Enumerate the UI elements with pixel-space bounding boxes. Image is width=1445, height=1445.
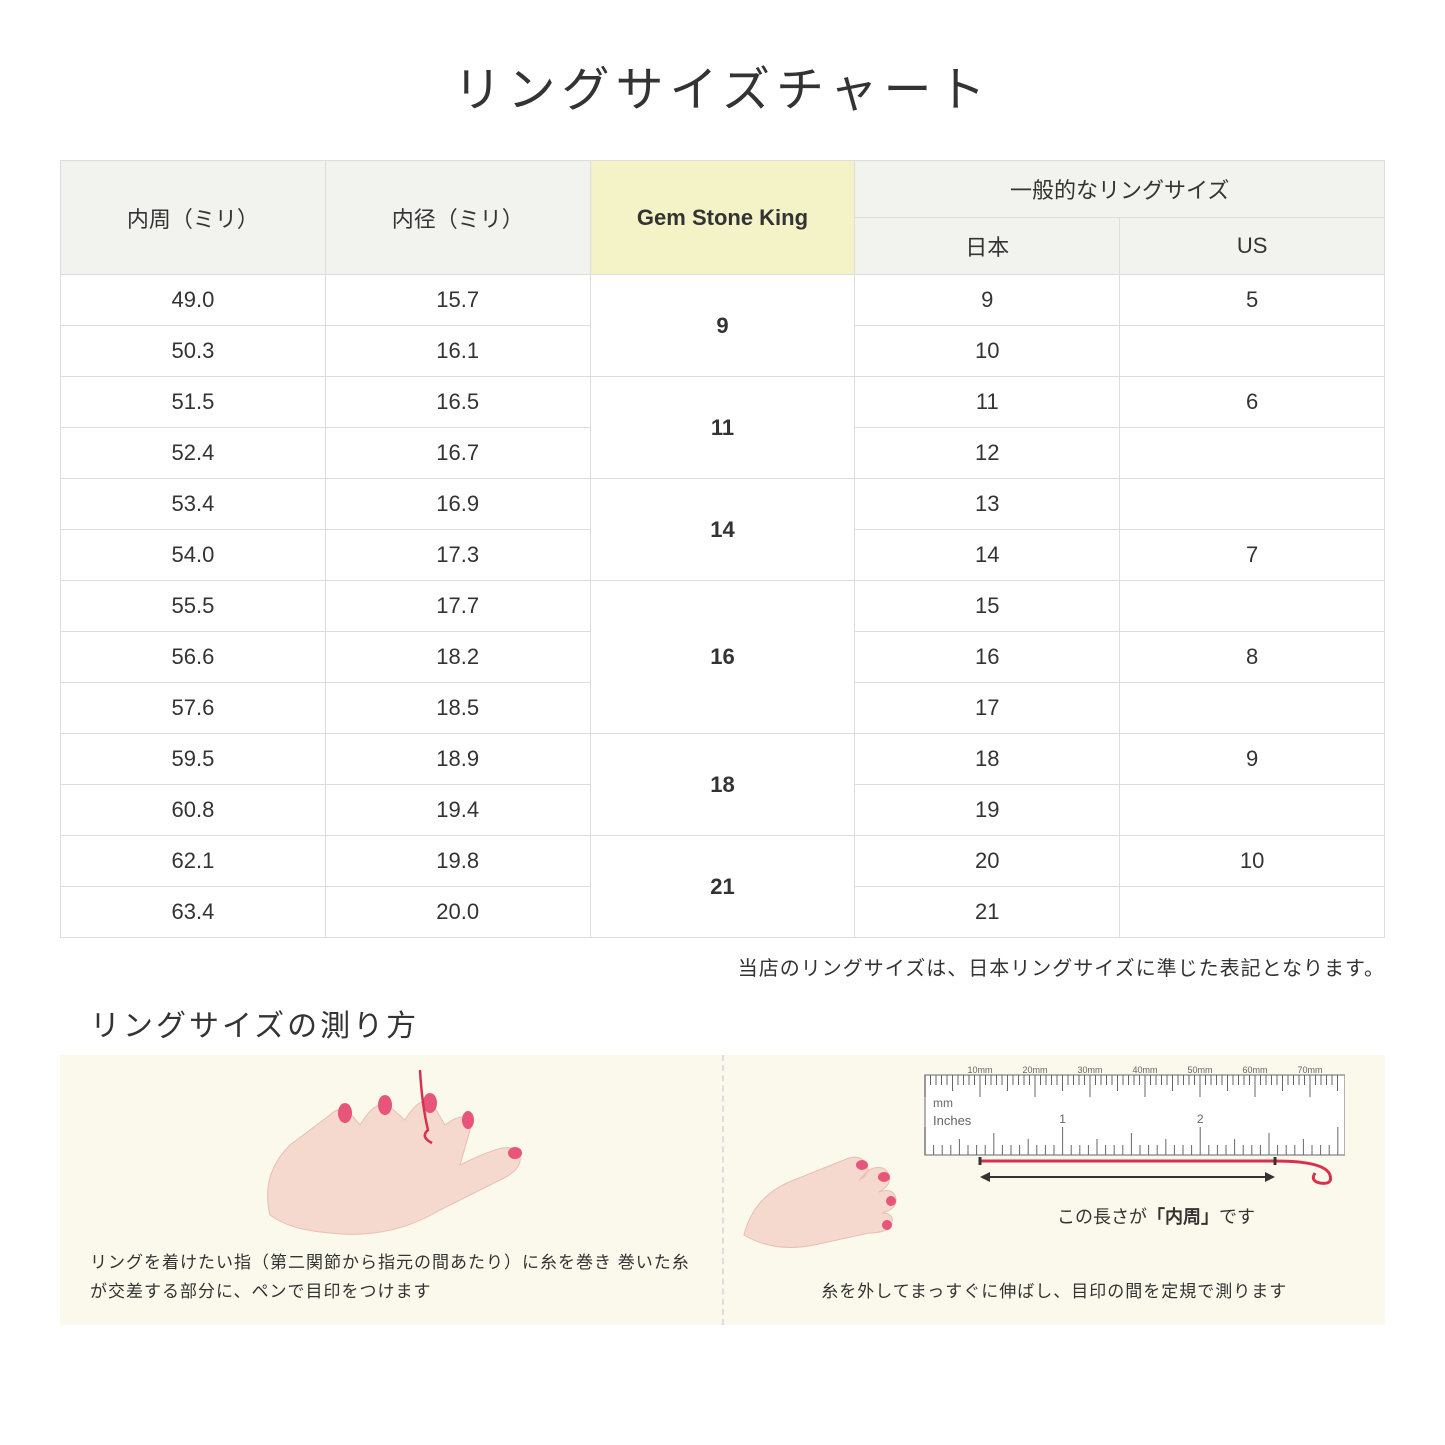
table-row: 51.516.511116 xyxy=(61,377,1385,428)
cell-us: 6 xyxy=(1120,377,1385,428)
cell-circumference: 63.4 xyxy=(61,887,326,938)
cell-circumference: 55.5 xyxy=(61,581,326,632)
table-row: 49.015.7995 xyxy=(61,275,1385,326)
howto-step1-text: リングを着けたい指（第二関節から指元の間あたり）に糸を巻き 巻いた糸が交差する部… xyxy=(90,1249,692,1307)
cell-japan: 21 xyxy=(855,887,1120,938)
cell-gsk: 9 xyxy=(590,275,855,377)
cell-japan: 14 xyxy=(855,530,1120,581)
howto-step2-text: 糸を外してまっすぐに伸ばし、目印の間を定規で測ります xyxy=(754,1278,1356,1307)
table-body: 49.015.799550.316.11051.516.51111652.416… xyxy=(61,275,1385,938)
cell-gsk: 14 xyxy=(590,479,855,581)
cell-japan: 13 xyxy=(855,479,1120,530)
table-row: 55.517.71615 xyxy=(61,581,1385,632)
cell-circumference: 54.0 xyxy=(61,530,326,581)
svg-text:1: 1 xyxy=(1059,1112,1066,1126)
cell-us xyxy=(1120,887,1385,938)
cell-circumference: 60.8 xyxy=(61,785,326,836)
cell-japan: 11 xyxy=(855,377,1120,428)
cell-diameter: 20.0 xyxy=(325,887,590,938)
cell-diameter: 16.1 xyxy=(325,326,590,377)
cell-us xyxy=(1120,581,1385,632)
cell-diameter: 16.9 xyxy=(325,479,590,530)
hand-measure-illustration xyxy=(734,1125,914,1265)
cell-japan: 17 xyxy=(855,683,1120,734)
cell-circumference: 50.3 xyxy=(61,326,326,377)
cell-us: 5 xyxy=(1120,275,1385,326)
note-text: 当店のリングサイズは、日本リングサイズに準じた表記となります。 xyxy=(60,952,1385,981)
ruler-inches-label: Inches xyxy=(933,1113,972,1128)
cell-us xyxy=(1120,683,1385,734)
cell-us: 9 xyxy=(1120,734,1385,785)
cell-circumference: 59.5 xyxy=(61,734,326,785)
th-gsk: Gem Stone King xyxy=(590,161,855,275)
ruler-illustration: 10mm 20mm 30mm 40mm 50mm 60mm 70mm mm Inches 1… xyxy=(875,1065,1345,1185)
svg-text:2: 2 xyxy=(1197,1112,1204,1126)
cell-us: 8 xyxy=(1120,632,1385,683)
hand-wrap-illustration xyxy=(210,1055,570,1255)
cell-japan: 10 xyxy=(855,326,1120,377)
cell-japan: 9 xyxy=(855,275,1120,326)
svg-text:10mm: 10mm xyxy=(967,1065,992,1075)
svg-text:40mm: 40mm xyxy=(1132,1065,1157,1075)
table-row: 59.518.918189 xyxy=(61,734,1385,785)
table-row: 62.119.8212010 xyxy=(61,836,1385,887)
cell-diameter: 18.9 xyxy=(325,734,590,785)
cell-gsk: 16 xyxy=(590,581,855,734)
cell-us: 7 xyxy=(1120,530,1385,581)
cell-japan: 19 xyxy=(855,785,1120,836)
ruler-mm-label: mm xyxy=(933,1096,953,1110)
cell-diameter: 16.7 xyxy=(325,428,590,479)
howto-row: リングを着けたい指（第二関節から指元の間あたり）に糸を巻き 巻いた糸が交差する部… xyxy=(60,1055,1385,1325)
cell-diameter: 19.8 xyxy=(325,836,590,887)
cell-us xyxy=(1120,479,1385,530)
cell-us xyxy=(1120,428,1385,479)
cell-circumference: 57.6 xyxy=(61,683,326,734)
cell-circumference: 53.4 xyxy=(61,479,326,530)
cell-diameter: 18.2 xyxy=(325,632,590,683)
howto-step-2: 10mm 20mm 30mm 40mm 50mm 60mm 70mm mm Inches 1… xyxy=(724,1055,1386,1325)
cell-us xyxy=(1120,785,1385,836)
cell-diameter: 19.4 xyxy=(325,785,590,836)
cell-japan: 20 xyxy=(855,836,1120,887)
howto-title: リングサイズの測り方 xyxy=(90,1001,1385,1045)
cell-diameter: 18.5 xyxy=(325,683,590,734)
th-circumference: 内周（ミリ） xyxy=(61,161,326,275)
howto-step-1: リングを着けたい指（第二関節から指元の間あたり）に糸を巻き 巻いた糸が交差する部… xyxy=(60,1055,724,1325)
svg-text:20mm: 20mm xyxy=(1022,1065,1047,1075)
cell-diameter: 15.7 xyxy=(325,275,590,326)
th-us: US xyxy=(1120,218,1385,275)
th-japan: 日本 xyxy=(855,218,1120,275)
cell-japan: 15 xyxy=(855,581,1120,632)
svg-text:70mm: 70mm xyxy=(1297,1065,1322,1075)
cell-circumference: 56.6 xyxy=(61,632,326,683)
page-title: リングサイズチャート xyxy=(60,50,1385,120)
cell-japan: 12 xyxy=(855,428,1120,479)
th-diameter: 内径（ミリ） xyxy=(325,161,590,275)
size-chart-table: 内周（ミリ） 内径（ミリ） Gem Stone King 一般的なリングサイズ … xyxy=(60,160,1385,938)
table-row: 53.416.91413 xyxy=(61,479,1385,530)
cell-gsk: 11 xyxy=(590,377,855,479)
cell-gsk: 21 xyxy=(590,836,855,938)
svg-text:30mm: 30mm xyxy=(1077,1065,1102,1075)
cell-japan: 16 xyxy=(855,632,1120,683)
cell-circumference: 62.1 xyxy=(61,836,326,887)
cell-circumference: 52.4 xyxy=(61,428,326,479)
cell-japan: 18 xyxy=(855,734,1120,785)
cell-us: 10 xyxy=(1120,836,1385,887)
cell-diameter: 17.7 xyxy=(325,581,590,632)
svg-text:50mm: 50mm xyxy=(1187,1065,1212,1075)
cell-circumference: 49.0 xyxy=(61,275,326,326)
cell-gsk: 18 xyxy=(590,734,855,836)
ruler-caption: この長さが「内周」です xyxy=(1057,1203,1255,1229)
cell-diameter: 16.5 xyxy=(325,377,590,428)
svg-text:60mm: 60mm xyxy=(1242,1065,1267,1075)
cell-circumference: 51.5 xyxy=(61,377,326,428)
th-general-group: 一般的なリングサイズ xyxy=(855,161,1385,218)
cell-us xyxy=(1120,326,1385,377)
cell-diameter: 17.3 xyxy=(325,530,590,581)
